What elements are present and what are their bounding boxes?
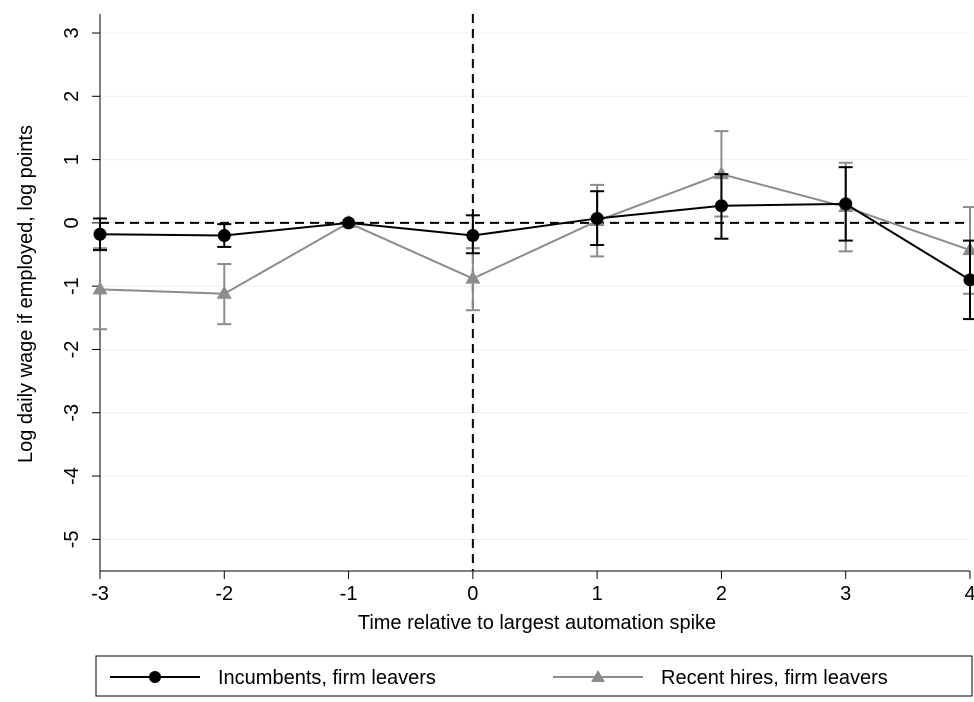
y-tick-label: 3 — [61, 27, 83, 38]
reference-lines — [100, 14, 970, 571]
y-tick-label: -2 — [61, 341, 83, 359]
x-tick-label: 0 — [467, 583, 478, 605]
y-tick-label: -5 — [61, 530, 83, 548]
x-tick-label: 4 — [964, 583, 974, 605]
x-tick-label: -1 — [340, 583, 358, 605]
data-point — [218, 229, 231, 242]
series-line — [100, 204, 970, 280]
x-tick-label: 2 — [716, 583, 727, 605]
legend-label-incumbents: Incumbents, firm leavers — [218, 667, 436, 689]
y-tick-label: -4 — [61, 467, 83, 485]
y-tick-label: -1 — [61, 277, 83, 295]
x-tick-label: -3 — [91, 583, 109, 605]
data-point — [94, 228, 107, 241]
y-tick-label: 0 — [61, 217, 83, 228]
data-point — [591, 212, 604, 225]
data-point — [964, 273, 974, 286]
series-layer — [93, 131, 974, 329]
data-point — [93, 281, 108, 294]
y-tick-label: 2 — [61, 91, 83, 102]
grid-lines — [100, 33, 970, 539]
x-axis-label: Time relative to largest automation spik… — [358, 612, 716, 634]
legend-label-recent-hires: Recent hires, firm leavers — [661, 667, 888, 689]
x-tick-label: 3 — [840, 583, 851, 605]
data-point — [839, 197, 852, 210]
data-point — [342, 216, 355, 229]
data-point — [466, 229, 479, 242]
data-point — [715, 199, 728, 212]
axes: -5 -4 -3 -2 -1 0 1 2 3 -3 -2 -1 0 1 2 3 4 — [61, 14, 974, 605]
y-tick-label: -3 — [61, 404, 83, 422]
x-tick-label: -2 — [215, 583, 233, 605]
x-tick-label: 1 — [592, 583, 603, 605]
data-point — [217, 286, 232, 299]
legend: Incumbents, firm leavers Recent hires, f… — [96, 656, 972, 696]
legend-marker-incumbents — [149, 671, 161, 683]
y-axis-label: Log daily wage if employed, log points — [15, 125, 37, 463]
y-tick-label: 1 — [61, 154, 83, 165]
